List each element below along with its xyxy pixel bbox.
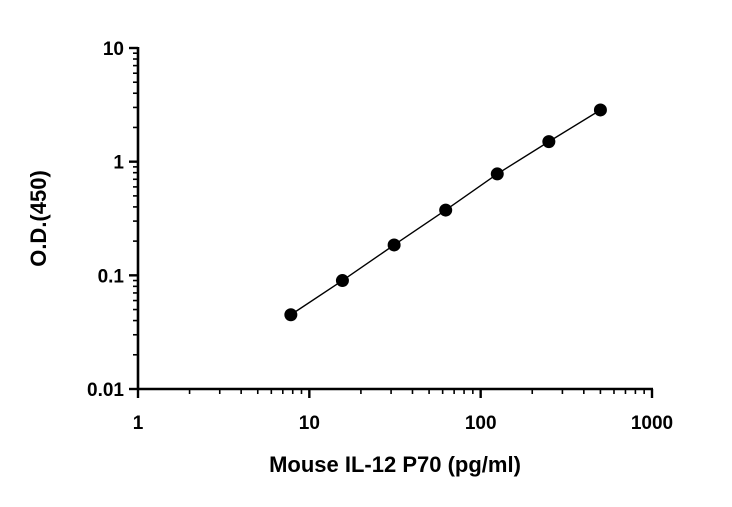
x-tick-label: 10 bbox=[299, 413, 320, 434]
data-point bbox=[335, 274, 349, 288]
y-axis-ticks bbox=[129, 46, 138, 391]
data-point bbox=[387, 238, 401, 252]
x-tick-label: 100 bbox=[465, 413, 497, 434]
axes bbox=[136, 47, 653, 391]
y-axis-tick-labels: 0.01 0.1 1 10 bbox=[87, 39, 124, 401]
x-tick-label: 1000 bbox=[631, 413, 673, 434]
x-tick-label: 1 bbox=[133, 413, 144, 434]
data-point bbox=[490, 167, 504, 181]
data-points bbox=[284, 103, 607, 322]
x-axis-title: Mouse IL-12 P70 (pg/ml) bbox=[269, 452, 521, 477]
data-point bbox=[542, 135, 556, 149]
data-point bbox=[284, 308, 298, 322]
x-axis-tick-labels: 1 10 100 1000 bbox=[133, 413, 673, 434]
y-tick-label: 0.01 bbox=[87, 380, 124, 401]
y-tick-label: 1 bbox=[113, 153, 124, 174]
y-tick-label: 10 bbox=[103, 39, 124, 60]
y-tick-label: 0.1 bbox=[98, 266, 125, 287]
data-point bbox=[593, 103, 607, 117]
data-point bbox=[439, 203, 453, 217]
x-axis-ticks bbox=[136, 389, 654, 398]
y-axis-title: O.D.(450) bbox=[26, 170, 51, 267]
